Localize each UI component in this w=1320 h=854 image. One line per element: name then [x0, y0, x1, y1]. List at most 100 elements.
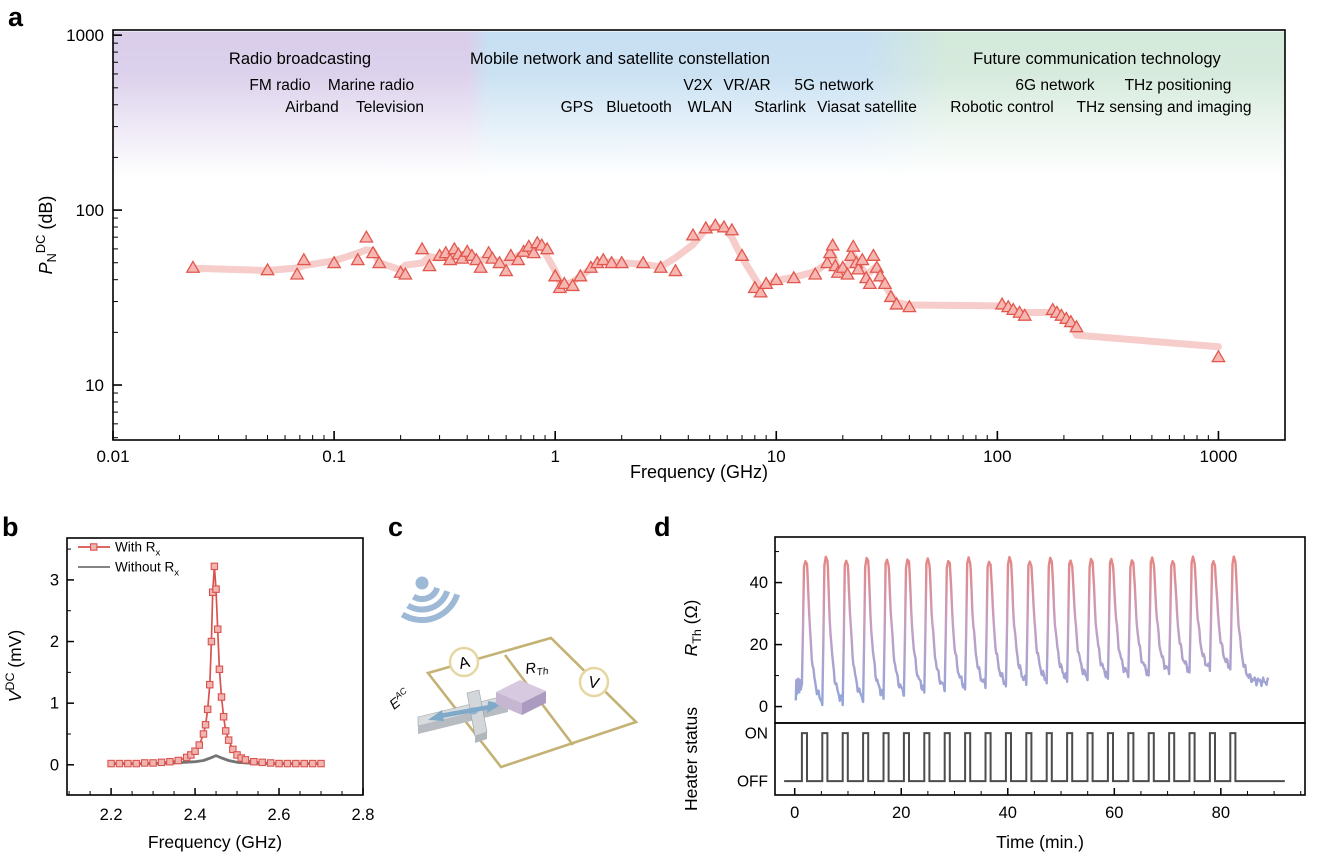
y-axis-title-d-bottom: Heater status: [681, 707, 701, 811]
y-axis-title-d-top: RTh (Ω): [681, 600, 704, 657]
triangle-marker: [807, 266, 823, 280]
triangle-marker: [473, 260, 488, 273]
axes-a: 0.01 0.1 1 10 100 1000 10 100 1000: [66, 26, 1286, 466]
y-tick-label: 0: [759, 698, 768, 716]
region-item-label: FM radio: [249, 77, 310, 94]
voltmeter-label: V: [586, 674, 601, 693]
x-tick-label: 40: [999, 804, 1017, 822]
triangle-marker: [707, 217, 723, 231]
square-marker: [191, 747, 199, 755]
y-tick-label: 10: [85, 376, 104, 395]
wifi-arc-1: [411, 586, 441, 602]
x-tick-label: 0: [790, 804, 799, 822]
region-title-0: Radio broadcasting: [229, 50, 371, 68]
square-marker: [195, 741, 204, 749]
triangle-marker: [768, 272, 784, 286]
axes-d: 0 20 40 ON OFF 0 20 40 60 80: [737, 551, 1302, 822]
arrow-shaft: [439, 704, 491, 719]
square-marker: [124, 759, 132, 768]
square-marker: [308, 759, 317, 768]
y-tick-label: 40: [750, 574, 768, 592]
square-marker: [201, 720, 210, 729]
triangle-marker: [653, 260, 668, 273]
triangle-marker: [819, 255, 835, 269]
antenna-bar-vertical-side: [475, 732, 487, 743]
wifi-arc-2: [406, 590, 451, 613]
y-tick-label: 1: [50, 695, 59, 713]
x-axis-title-a: Frequency (GHz): [630, 462, 768, 482]
thermistor-text-label: RTh: [524, 658, 549, 680]
square-marker: [221, 727, 230, 735]
square-marker: [207, 637, 216, 646]
x-tick-label: 60: [1105, 804, 1123, 822]
ac-field-text-label: EAC: [385, 685, 413, 712]
region-item-label: Robotic control: [950, 99, 1053, 116]
ammeter: A: [448, 646, 480, 678]
square-marker: [317, 759, 325, 768]
voltmeter: V: [578, 666, 610, 698]
series-line-0: [111, 754, 321, 765]
square-marker: [203, 705, 212, 714]
triangle-marker: [350, 252, 366, 266]
triangle-marker: [398, 266, 413, 280]
x-axis-title-d: Time (min.): [996, 832, 1084, 852]
square-marker: [174, 756, 183, 765]
panel-label-a: a: [8, 2, 24, 32]
square-marker: [149, 759, 157, 767]
region-item-label: V2X: [683, 77, 713, 94]
square-marker: [213, 625, 222, 633]
chart-d-thermal-cycling: 0 20 40 ON OFF 0 20 40 60 80 Time (min.) RTh (Ω) Hea…: [681, 536, 1306, 852]
square-marker: [224, 736, 233, 744]
triangle-marker: [422, 258, 437, 272]
square-marker: [217, 693, 226, 701]
triangle-marker: [872, 268, 888, 282]
triangle-marker: [595, 252, 611, 266]
square-marker: [283, 759, 292, 768]
antenna-bar-horizontal-side: [418, 704, 508, 734]
triangle-marker: [503, 248, 519, 261]
triangle-marker: [862, 276, 878, 290]
region-title-2: Future communication technology: [973, 50, 1221, 68]
square-marker: [157, 758, 166, 767]
triangle-marker: [635, 255, 651, 269]
square-marker: [292, 759, 300, 768]
y-tick-label: 3: [50, 571, 59, 589]
triangle-marker: [685, 227, 701, 241]
voltmeter-circle: [578, 666, 610, 698]
region-item-label: 5G network: [794, 77, 874, 94]
triangle-marker: [753, 284, 768, 298]
x-tick-label: 2.2: [100, 806, 123, 824]
triangle-marker: [371, 255, 387, 269]
ammeter-circle: [448, 646, 480, 678]
x-tick-label: 2.6: [268, 806, 291, 824]
square-marker: [275, 759, 283, 768]
region-item-label: THz sensing and imaging: [1077, 99, 1252, 116]
triangle-marker: [822, 245, 838, 259]
region-item-label: VR/AR: [723, 77, 770, 94]
y-tick-label: 0: [50, 756, 59, 774]
triangle-marker: [850, 261, 866, 275]
legend-marker-sample: [89, 543, 98, 551]
y-tick-label: 1000: [66, 26, 104, 45]
chart-b-dc-voltage-vs-frequency: 2.2 2.4 2.6 2.8 0 1 2 3 Frequency (GHz) VDC (mV) W…: [3, 537, 374, 852]
triangle-marker: [326, 255, 342, 269]
triangle-marker: [716, 219, 732, 233]
thermistor-left-face: [496, 692, 522, 715]
panel-label-b: b: [2, 512, 19, 542]
legend-entry-label: With Rx: [115, 540, 161, 559]
y-tick-label: 100: [76, 201, 104, 220]
series-trend-line: [189, 223, 1222, 351]
triangle-marker: [854, 252, 870, 266]
arrow-head-left: [428, 710, 444, 721]
square-marker: [212, 585, 220, 593]
triangle-marker: [668, 263, 683, 277]
square-marker: [215, 665, 224, 674]
region-item-label: 6G network: [1015, 77, 1095, 94]
x-tick-label: 0.01: [96, 447, 129, 466]
triangle-marker: [296, 252, 312, 266]
y-tick-label: 20: [750, 636, 768, 654]
x-tick-label: 1: [550, 447, 559, 466]
triangle-marker: [877, 276, 893, 290]
